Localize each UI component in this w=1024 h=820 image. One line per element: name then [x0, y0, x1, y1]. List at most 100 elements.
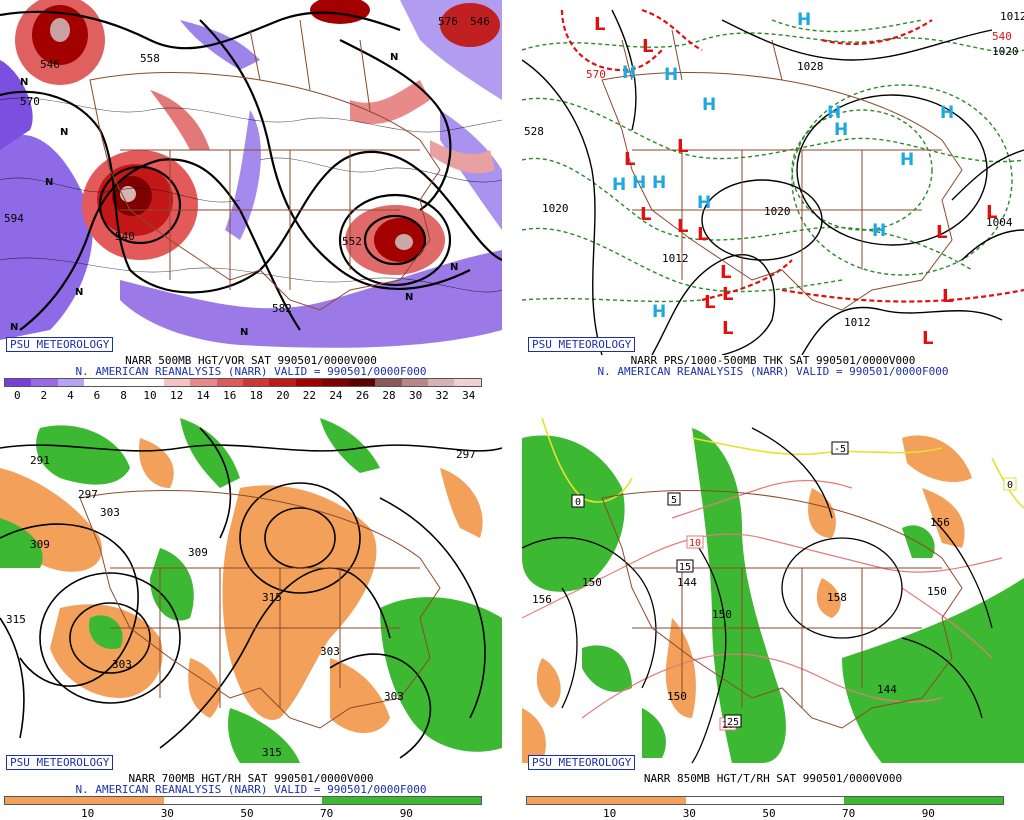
colorbar-swatch — [282, 797, 323, 804]
contour-label: 546 — [470, 15, 490, 28]
contour-label: 315 — [262, 591, 282, 604]
high-pressure-icon: H — [612, 175, 626, 195]
low-pressure-icon: L — [942, 286, 953, 307]
temperature-label: 0 — [1007, 480, 1013, 491]
contour-label: 303 — [112, 658, 132, 671]
colorbar-label: 16 — [223, 389, 237, 402]
contour-label: 303 — [320, 645, 340, 658]
contour-label: 558 — [140, 52, 160, 65]
pressure-map: H H H H H H H H H H H H H H L L L L L L … — [522, 0, 1024, 355]
temperature-label: 15 — [679, 562, 691, 573]
contour-label: 303 — [100, 506, 120, 519]
colorbar-label: 26 — [355, 389, 370, 402]
contour-label: 582 — [272, 302, 292, 315]
colorbar-label: 30 — [408, 389, 423, 402]
svg-text:N: N — [60, 127, 68, 138]
colorbar-swatch — [844, 797, 885, 804]
contour-label: 594 — [4, 212, 24, 225]
colorbar-swatch — [269, 379, 296, 386]
panel-subtitle: N. AMERICAN REANALYSIS (NARR) VALID = 99… — [75, 365, 427, 378]
colorbar-swatch — [375, 379, 402, 386]
high-pressure-icon: H — [797, 10, 811, 30]
colorbar-swatch — [84, 379, 111, 386]
colorbar-swatch — [57, 379, 85, 386]
high-pressure-symbols: H H H H H H H H H H H H H H — [612, 10, 954, 322]
low-pressure-icon: L — [936, 222, 947, 243]
colorbar-swatch — [401, 379, 428, 386]
colorbar-label: 50 — [240, 807, 254, 820]
colorbar-swatch — [804, 797, 845, 804]
rh-colorbar — [526, 796, 1004, 805]
colorbar-label: 70 — [320, 807, 334, 820]
colorbar-swatch — [163, 797, 204, 804]
contour-label: 528 — [524, 125, 544, 138]
colorbar-swatch — [923, 797, 964, 804]
contour-label: 1020 — [764, 205, 791, 218]
colorbar-label: 90 — [399, 807, 413, 820]
contour-label: 1012 — [844, 316, 871, 329]
colorbar-label: 34 — [462, 389, 476, 402]
contour-label: 156 — [532, 593, 552, 606]
colorbar-swatch — [362, 797, 402, 804]
high-pressure-icon: H — [697, 193, 711, 213]
svg-text:N: N — [390, 52, 398, 63]
psu-meteorology-badge: PSU METEOROLOGY — [528, 755, 636, 770]
colorbar-label: 4 — [67, 389, 74, 402]
colorbar-label: 28 — [382, 389, 396, 402]
colorbar-swatch — [566, 797, 607, 804]
contour-label: 315 — [262, 746, 282, 759]
rh-colorbar-labels: 10 30 50 70 90 — [526, 807, 1004, 820]
colorbar-label: 10 — [81, 807, 95, 820]
colorbar-label: 24 — [329, 389, 343, 402]
contour-label: 576 — [438, 15, 458, 28]
colorbar-label: 20 — [276, 389, 290, 402]
colorbar-swatch — [44, 797, 85, 804]
colorbar-swatch — [84, 797, 125, 804]
temperature-label: -5 — [834, 444, 846, 455]
high-pressure-icon: H — [664, 65, 678, 85]
psu-meteorology-badge: PSU METEOROLOGY — [6, 337, 114, 352]
contour-label: 150 — [667, 690, 687, 703]
colorbar-swatch — [322, 379, 349, 386]
colorbar-swatch — [242, 379, 270, 386]
low-pressure-icon: L — [640, 204, 651, 225]
temperature-label: 25 — [727, 717, 739, 728]
colorbar-swatch — [441, 797, 482, 804]
contour-label: 540 — [992, 30, 1012, 43]
contour-label: 1012 — [1000, 10, 1024, 23]
colorbar-swatch — [685, 797, 726, 804]
panel-700mb-rh: 291 297 303 309 315 303 309 303 315 297 … — [0, 418, 502, 820]
psu-meteorology-badge: PSU METEOROLOGY — [6, 755, 114, 770]
contour-label: 156 — [930, 516, 950, 529]
contour-label: 1020 — [992, 45, 1019, 58]
panel-title: NARR 700MB HGT/RH SAT 990501/0000V000 — [128, 772, 374, 785]
rh-colorbar — [4, 796, 482, 805]
panel-850mb-rh-temp: 150 156 144 150 158 150 144 150 156 0 5 … — [522, 418, 1024, 820]
low-pressure-symbols: L L L L L L L L L L L L L L L — [594, 14, 997, 349]
temperature-label: 0 — [575, 497, 581, 508]
low-pressure-icon: L — [720, 262, 731, 283]
colorbar-swatch — [163, 379, 191, 386]
svg-text:N: N — [45, 177, 53, 188]
contour-label: 144 — [677, 576, 697, 589]
colorbar-swatch — [322, 797, 363, 804]
vorticity-colorbar-labels: 0 2 4 6 8 10 12 14 16 18 20 22 24 26 28 30 32 34 — [4, 389, 482, 402]
colorbar-swatch — [295, 379, 323, 386]
colorbar-swatch — [137, 379, 164, 386]
high-pressure-icon: H — [652, 302, 666, 322]
low-pressure-icon: L — [697, 224, 708, 245]
colorbar-label: 32 — [435, 389, 449, 402]
svg-text:N: N — [240, 327, 248, 338]
contour-label: 309 — [188, 546, 208, 559]
svg-text:N: N — [20, 77, 28, 88]
colorbar-label: 90 — [921, 807, 935, 820]
contour-label: 150 — [927, 585, 947, 598]
rh-700mb-map: 291 297 303 309 315 303 309 303 315 297 … — [0, 418, 502, 773]
low-pressure-icon: L — [922, 328, 933, 349]
colorbar-label: 0 — [13, 389, 21, 402]
contour-label: 546 — [40, 58, 60, 71]
contour-label: 570 — [586, 68, 606, 81]
high-pressure-icon: H — [652, 173, 666, 193]
panel-subtitle: N. AMERICAN REANALYSIS (NARR) VALID = 99… — [597, 365, 949, 378]
low-pressure-icon: L — [624, 149, 635, 170]
